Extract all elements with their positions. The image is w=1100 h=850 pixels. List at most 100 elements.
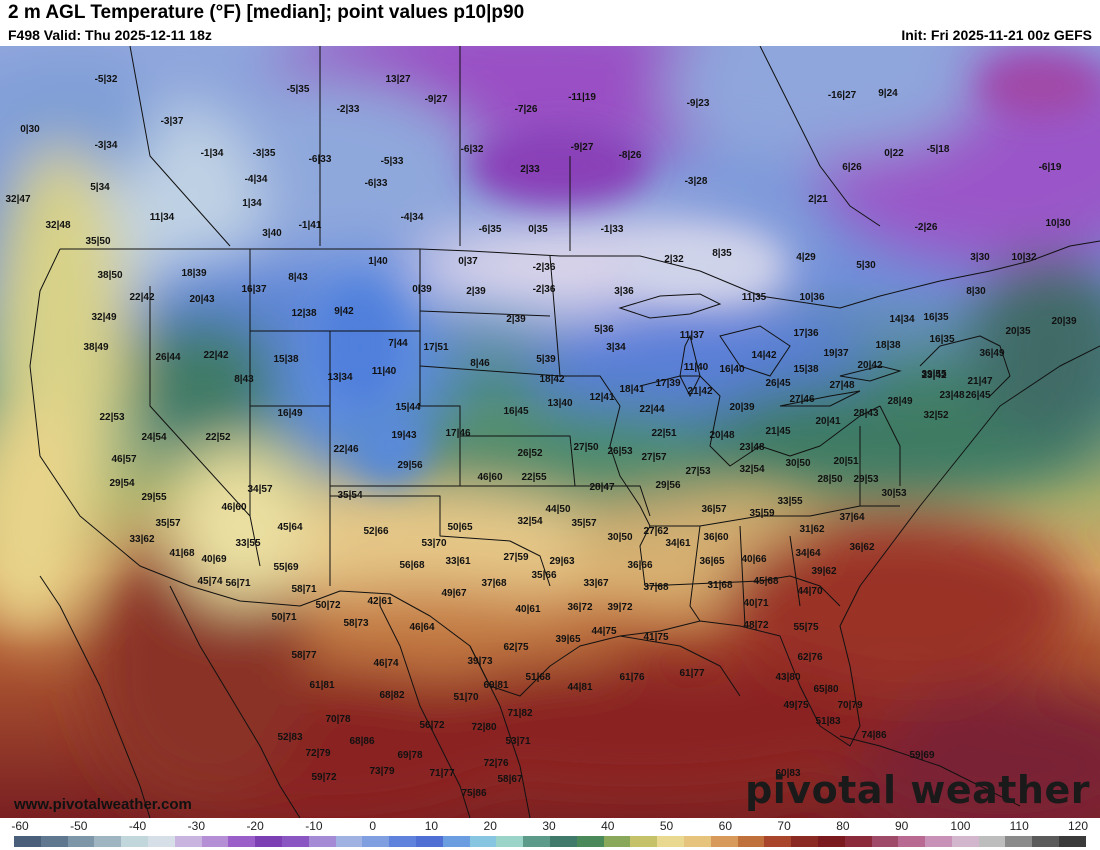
point-value-label: 21|45 [765,426,790,437]
colorbar-tick-label: 110 [1009,819,1029,833]
colorbar-segment [335,836,363,847]
point-value-label: -1|34 [201,148,224,159]
point-value-label: -5|18 [927,144,950,155]
point-value-label: -1|33 [601,224,624,235]
point-value-label: 23|48 [739,442,764,453]
point-value-label: -5|35 [287,84,310,95]
colorbar-tick-label: 90 [894,819,909,833]
colorbar-segment [14,836,41,847]
colorbar-segment [898,836,926,847]
point-value-label: 69|78 [397,750,422,761]
point-value-label: 10|30 [1045,218,1070,229]
point-value-label: 22|51 [651,428,676,439]
point-value-label: 6|26 [842,162,862,173]
point-value-label: 60|83 [775,768,800,779]
temperature-map[interactable]: -5|32 13|27 -5|35 -9|27 -11|19 -9|23 -16|27 9|2… [0,46,1100,818]
colorbar-segment [951,836,979,847]
point-value-label: 51|83 [815,716,840,727]
colorbar-segment [362,836,390,847]
point-value-label: 35|54 [337,490,362,501]
point-value-label: 8|43 [288,272,308,283]
point-value-label: 58|71 [291,584,316,595]
map-header: 2 m AGL Temperature (°F) [median]; point… [0,0,1100,46]
point-value-label: -9|27 [571,142,594,153]
point-value-label: 70|78 [325,714,350,725]
point-value-label: 18|39 [181,268,206,279]
point-value-label: 8|46 [470,358,490,369]
point-value-label: 29|63 [549,556,574,567]
point-value-label: -4|34 [245,174,268,185]
colorbar-segment [683,836,711,847]
point-value-label: 29|54 [109,478,134,489]
point-value-label: 46|64 [409,622,434,633]
point-value-label: 15|44 [395,402,420,413]
point-value-label: 19|37 [823,348,848,359]
point-value-label: 31|68 [707,580,732,591]
point-value-label: 5|30 [856,260,876,271]
point-value-label: 11|40 [372,366,397,377]
point-value-label: 3|34 [606,342,626,353]
point-value-label: 22|42 [129,292,154,303]
point-value-label: 68|82 [379,690,404,701]
point-value-label: 2|32 [664,254,684,265]
point-value-label: 38|49 [83,342,108,353]
colorbar-segment [469,836,497,847]
point-values-layer: -5|32 13|27 -5|35 -9|27 -11|19 -9|23 -16|27 9|2… [5,74,1076,799]
point-value-label: -1|41 [299,220,322,231]
point-value-label: 17|39 [655,378,680,389]
point-value-label: 14|42 [751,350,776,361]
point-value-label: 12|38 [291,308,316,319]
point-value-label: 16|35 [929,334,954,345]
point-value-label: 20|51 [833,456,858,467]
point-value-label: 27|59 [503,552,528,563]
point-value-label: -4|34 [401,212,424,223]
point-value-label: 10|36 [799,292,824,303]
point-value-label: 11|34 [150,212,175,223]
point-value-label: 5|39 [536,354,556,365]
point-value-label: 20|39 [729,402,754,413]
point-value-label: 32|48 [45,220,70,231]
point-value-label: 49|75 [783,700,808,711]
point-value-label: 40|71 [743,598,768,609]
point-value-label: 9|42 [334,306,354,317]
colorbar-segment [978,836,1006,847]
point-value-label: 20|43 [189,294,214,305]
colorbar-tick-label: 40 [601,819,615,833]
colorbar-segment [523,836,550,847]
colorbar-segment [817,836,845,847]
colorbar-tick-label: 0 [369,819,376,833]
point-value-label: 61|76 [619,672,644,683]
point-value-label: 31|62 [799,524,824,535]
colorbar-segment [496,836,524,847]
point-value-label: 27|48 [829,380,854,391]
point-value-label: 72|79 [305,748,330,759]
site-url[interactable]: www.pivotalweather.com [14,796,192,813]
point-value-label: 8|30 [966,286,986,297]
point-value-label: 52|83 [277,732,302,743]
point-value-label: 12|41 [589,392,614,403]
point-value-label: 55|75 [793,622,818,633]
colorbar-segment [549,836,577,847]
point-value-label: 2|39 [466,286,486,297]
point-value-label: 21|42 [687,386,712,397]
colorbar-tick-label: 60 [718,819,733,833]
point-value-label: 33|67 [583,578,608,589]
point-value-label: 0|22 [884,148,904,159]
colorbar-segment [147,836,175,847]
point-value-label: 62|75 [503,642,528,653]
colorbar-segment [657,836,684,847]
point-value-label: -3|34 [95,140,118,151]
point-value-label: 29|56 [655,480,680,491]
colorbar-segment [603,836,631,847]
point-value-label: 24|54 [141,432,166,443]
point-value-label: 36|60 [703,532,728,543]
point-value-label: 43|80 [775,672,800,683]
point-value-label: 3|40 [262,228,282,239]
point-value-label: 16|37 [241,284,266,295]
colorbar-segment [255,836,282,847]
point-value-label: 21|47 [967,376,992,387]
point-value-label: 11|37 [680,330,705,341]
point-value-label: -2|26 [915,222,938,233]
point-value-label: 55|69 [273,562,298,573]
point-value-label: 50|72 [315,600,340,611]
